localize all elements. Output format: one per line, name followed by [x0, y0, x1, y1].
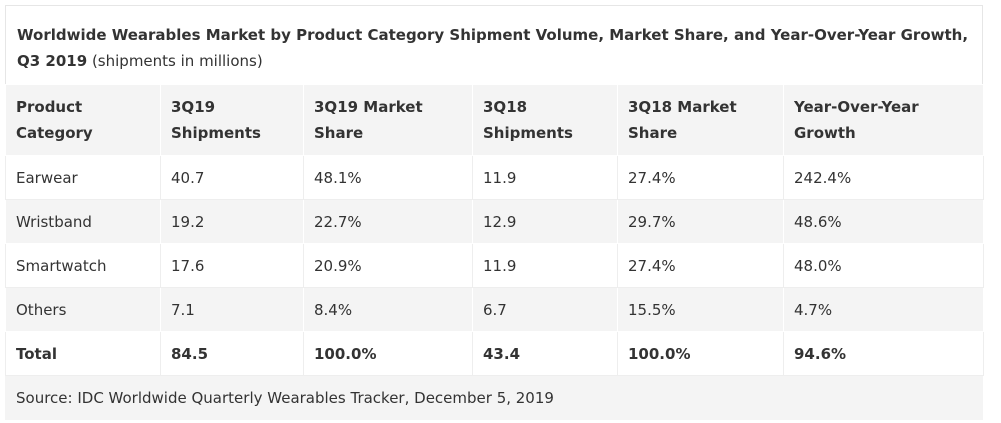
table-row: Wristband 19.2 22.7% 12.9 29.7% 48.6% — [5, 199, 984, 244]
table-cell: 48.0% — [783, 243, 984, 288]
table-card: Worldwide Wearables Market by Product Ca… — [5, 5, 984, 420]
header-cell: 3Q19 Shipments — [160, 84, 304, 156]
table-cell: 6.7 — [472, 287, 618, 332]
header-cell: 3Q18 Shipments — [472, 84, 618, 156]
total-cell: Total — [5, 331, 161, 376]
table-cell: 27.4% — [617, 155, 784, 200]
table-cell: 12.9 — [472, 199, 618, 244]
table-cell: 15.5% — [617, 287, 784, 332]
table-cell: 7.1 — [160, 287, 304, 332]
total-row: Total 84.5 100.0% 43.4 100.0% 94.6% — [5, 331, 984, 376]
table-cell: Wristband — [5, 199, 161, 244]
header-text: 3Q19 Shipments — [171, 98, 261, 142]
total-cell: 100.0% — [303, 331, 473, 376]
header-cell: Product Category — [5, 84, 161, 156]
table-cell: 29.7% — [617, 199, 784, 244]
header-text: 3Q18 Shipments — [483, 98, 573, 142]
table-cell: Earwear — [5, 155, 161, 200]
table-title: Worldwide Wearables Market by Product Ca… — [5, 5, 983, 84]
source-note: Source: IDC Worldwide Quarterly Wearable… — [5, 376, 983, 420]
table-cell: 48.6% — [783, 199, 984, 244]
total-cell: 94.6% — [783, 331, 984, 376]
header-text: 3Q19 Market Share — [314, 98, 423, 142]
data-table: Product Category 3Q19 Shipments 3Q19 Marke… — [5, 84, 984, 376]
total-cell: 84.5 — [160, 331, 304, 376]
title-main: Worldwide Wearables Market by Product Ca… — [17, 26, 969, 70]
table-cell: 20.9% — [303, 243, 473, 288]
table-cell: 8.4% — [303, 287, 473, 332]
table-cell: 17.6 — [160, 243, 304, 288]
table-cell: 4.7% — [783, 287, 984, 332]
total-cell: 100.0% — [617, 331, 784, 376]
table-cell: 242.4% — [783, 155, 984, 200]
table-cell: 11.9 — [472, 155, 618, 200]
table-cell: 19.2 — [160, 199, 304, 244]
table-row: Smartwatch 17.6 20.9% 11.9 27.4% 48.0% — [5, 243, 984, 288]
table-cell: 40.7 — [160, 155, 304, 200]
table-row: Others 7.1 8.4% 6.7 15.5% 4.7% — [5, 287, 984, 332]
table-row: Earwear 40.7 48.1% 11.9 27.4% 242.4% — [5, 155, 984, 200]
total-cell: 43.4 — [472, 331, 618, 376]
header-text: Year-Over-Year Growth — [794, 98, 919, 142]
header-text: Product Category — [16, 98, 93, 142]
header-cell: 3Q19 Market Share — [303, 84, 473, 156]
header-cell: 3Q18 Market Share — [617, 84, 784, 156]
table-cell: Smartwatch — [5, 243, 161, 288]
table-cell: 27.4% — [617, 243, 784, 288]
table-cell: Others — [5, 287, 161, 332]
header-cell: Year-Over-Year Growth — [783, 84, 984, 156]
header-text: 3Q18 Market Share — [628, 98, 737, 142]
table-cell: 11.9 — [472, 243, 618, 288]
table-cell: 22.7% — [303, 199, 473, 244]
header-row: Product Category 3Q19 Shipments 3Q19 Marke… — [5, 84, 984, 156]
table-cell: 48.1% — [303, 155, 473, 200]
title-note: (shipments in millions) — [91, 52, 263, 70]
